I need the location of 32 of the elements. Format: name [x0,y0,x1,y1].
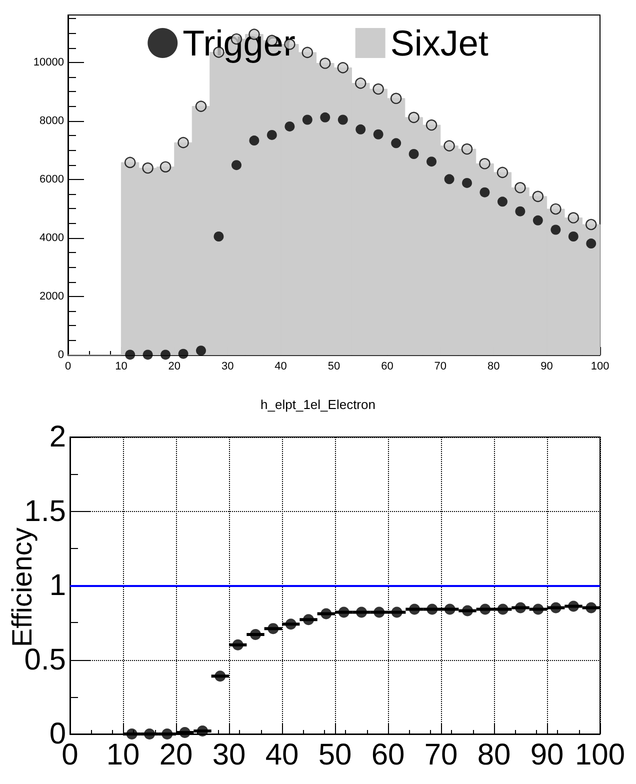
x-tick-label: 10 [115,360,128,372]
y-tick-label: 2000 [40,290,64,302]
legend-label: SixJet [390,22,488,64]
x-tick-label: 70 [424,738,458,772]
x-tick-label: 80 [487,360,500,372]
x-tick-label: 10 [106,738,140,772]
y-tick-label: 2 [49,420,66,454]
x-tick-label: 30 [212,738,246,772]
x-tick-label: 50 [318,738,352,772]
x-tick-label: 90 [530,738,564,772]
x-tick-label: 40 [274,360,287,372]
x-tick-label: 100 [590,360,610,372]
x-tick-label: 90 [540,360,553,372]
y-axis-title: Efficiency [6,528,38,647]
x-tick-label: 60 [381,360,394,372]
y-tick-label: 1 [49,569,66,602]
chart-title: h_elpt_1el_Electron [260,397,376,412]
y-tick-label: 6000 [40,173,64,186]
x-tick-label: 50 [328,360,340,372]
x-tick-label: 40 [265,738,299,772]
x-tick-label: 80 [477,738,511,772]
y-tick-label: 1.5 [24,494,66,528]
x-tick-label: 20 [168,360,181,372]
y-tick-label: 4000 [40,232,64,244]
x-tick-label: 20 [159,738,193,772]
x-tick-label: 70 [434,360,447,372]
x-tick-label: 30 [221,360,234,372]
x-tick-label: 60 [371,738,405,772]
y-tick-label: 8000 [40,114,64,127]
y-tick-label: 0 [58,349,64,361]
x-tick-label: 100 [574,738,626,772]
y-tick-label: 10000 [33,56,64,68]
